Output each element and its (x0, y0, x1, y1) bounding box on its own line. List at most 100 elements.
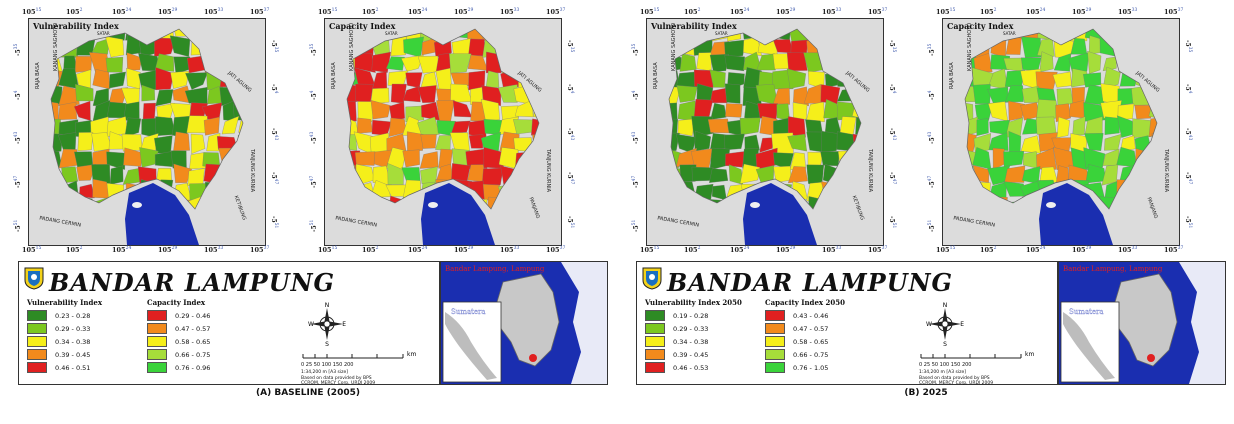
district-cell (356, 117, 373, 134)
district-cell (757, 103, 779, 120)
map-ratio: 1:34,200 m [A3 size] (919, 370, 966, 375)
longitude-tick: 10524 (730, 246, 750, 255)
district-cell (57, 35, 79, 58)
district-cell (483, 119, 504, 135)
longitude-tick: 10533 (204, 246, 224, 255)
sea-bay (125, 183, 199, 245)
district-cell (836, 55, 858, 71)
map-subtitle: SATAR (715, 31, 728, 36)
latitude-tick: -547 (928, 175, 936, 188)
legend-swatch (27, 362, 47, 373)
location-inset: Bandar Lampung, Lampung Sumatera (440, 261, 608, 385)
district-cell (987, 86, 1009, 104)
legend-label: 0.47 - 0.57 (793, 324, 829, 333)
district-cell (1039, 51, 1054, 73)
district-cell (154, 37, 176, 57)
latitude-tick: -547 (566, 172, 574, 185)
district-cell (823, 195, 841, 209)
legend-label: 0.39 - 0.45 (55, 350, 91, 359)
district-cell (105, 56, 124, 73)
district-cell (693, 99, 714, 119)
district-cell (141, 84, 155, 102)
district-cell (372, 71, 388, 91)
district-cell (679, 53, 697, 72)
district-cell (820, 181, 842, 198)
latitude-tick: -54 (632, 90, 640, 100)
map-ratio: 1:34,200 m [A3 size] (301, 370, 348, 375)
latitude-tick: -551 (310, 219, 318, 232)
legend-label: 0.23 - 0.28 (55, 311, 91, 320)
legend-entry: 0.29 - 0.33 (27, 322, 102, 335)
district-cell (709, 88, 728, 104)
inset-island-label: Sumatera (1069, 308, 1104, 316)
location-inset: Bandar Lampung, Lampung Sumatera (1058, 261, 1226, 385)
legend-swatch (645, 310, 665, 321)
legend-label: 0.46 - 0.51 (55, 363, 91, 372)
district-cell (59, 196, 78, 209)
choropleth-svg (964, 28, 1158, 245)
district-cell (1020, 57, 1042, 72)
longitude-tick: 10537 (546, 8, 566, 17)
latitude-tick: -547 (1184, 172, 1192, 185)
place-label: RAJA BASA (331, 62, 337, 89)
district-cell (1116, 179, 1138, 202)
latitude-tick: -535 (888, 40, 896, 53)
district-cell (485, 51, 502, 74)
legend-swatch (147, 362, 167, 373)
district-cell (709, 168, 729, 183)
district-cell (203, 116, 220, 136)
scale-bar: km (302, 351, 416, 359)
district-cell (822, 29, 842, 40)
longitude-tick: 10515 (22, 246, 42, 255)
district-cell (669, 200, 679, 209)
district-cell (482, 29, 499, 41)
choropleth-svg (346, 28, 540, 245)
district-cell (155, 67, 174, 90)
district-cell (502, 54, 517, 74)
district-cell (820, 37, 842, 56)
legend-rows: 0.43 - 0.46 0.47 - 0.57 0.58 - 0.65 0.66 - … (765, 309, 845, 374)
district-cell (1102, 29, 1122, 42)
legend-swatch (147, 323, 167, 334)
legend-swatch (27, 323, 47, 334)
longitude-tick: 10529 (158, 246, 178, 255)
district-cell (693, 198, 710, 209)
latitude-tick: -543 (270, 128, 278, 141)
latitude-tick: -535 (14, 43, 22, 56)
district-cell (403, 36, 424, 58)
district-cell (238, 120, 243, 135)
district-cell (403, 197, 425, 209)
district-cell (347, 134, 358, 151)
district-cell (1056, 116, 1070, 138)
district-cell (222, 165, 238, 182)
district-cell (154, 151, 173, 167)
scale-unit: km (1025, 351, 1034, 358)
district-cell (109, 71, 126, 89)
scale-bar: km (920, 351, 1034, 359)
district-cell (436, 99, 455, 122)
district-cell (965, 101, 974, 122)
map-metadata: 1:34,200 m [A3 size] Based on data provi… (919, 370, 993, 387)
legend-column-vulnerability: Vulnerability Index 0.23 - 0.28 0.29 - 0.… (27, 298, 102, 374)
legend-entry: 0.66 - 0.75 (765, 348, 845, 361)
district-cell (988, 101, 1008, 122)
district-cell (1037, 38, 1055, 57)
district-cell (465, 148, 488, 170)
district-cell (190, 36, 208, 56)
latitude-tick: -535 (566, 40, 574, 53)
scale-tick-labels: 0 25 50 100 150 200 (301, 362, 354, 368)
legend-entry: 0.46 - 0.53 (645, 361, 742, 374)
district-cell (743, 51, 762, 71)
district-cell (75, 84, 94, 102)
district-cell (389, 101, 405, 122)
legend-entry: 0.58 - 0.65 (765, 335, 845, 348)
legend-swatch (645, 349, 665, 360)
district-cell (204, 181, 221, 200)
district-cell (185, 72, 208, 90)
legend-column-capacity: Capacity Index 0.29 - 0.46 0.47 - 0.57 0.5… (147, 298, 210, 374)
legend-label: 0.76 - 0.96 (175, 363, 211, 372)
district-cell (234, 57, 243, 73)
district-cell (1085, 164, 1107, 184)
map-subtitle: SATAR (1003, 31, 1016, 36)
district-cell (206, 195, 220, 209)
